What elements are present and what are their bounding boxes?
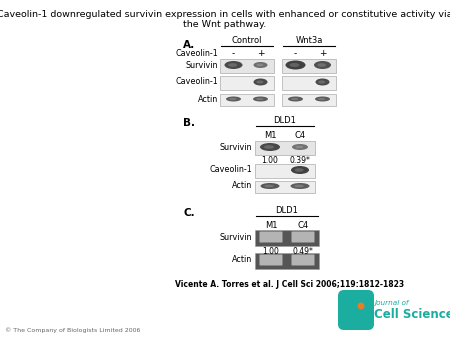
Text: Control: Control — [232, 36, 262, 45]
Ellipse shape — [226, 97, 241, 101]
Ellipse shape — [264, 185, 274, 187]
Text: Caveolin-1: Caveolin-1 — [209, 166, 252, 174]
Ellipse shape — [256, 80, 263, 83]
Ellipse shape — [291, 183, 310, 189]
Ellipse shape — [253, 62, 267, 68]
FancyBboxPatch shape — [292, 255, 315, 266]
Bar — [255, 141, 315, 155]
Ellipse shape — [315, 78, 329, 86]
Ellipse shape — [253, 97, 268, 101]
Ellipse shape — [260, 143, 280, 151]
Ellipse shape — [291, 166, 309, 174]
Text: the Wnt pathway.: the Wnt pathway. — [184, 20, 266, 29]
Ellipse shape — [294, 185, 304, 187]
FancyBboxPatch shape — [260, 232, 283, 242]
FancyBboxPatch shape — [292, 232, 315, 242]
Text: M1: M1 — [264, 130, 276, 140]
Text: Vicente A. Torres et al. J Cell Sci 2006;119:1812-1823: Vicente A. Torres et al. J Cell Sci 2006… — [175, 280, 404, 289]
Ellipse shape — [289, 63, 300, 67]
Bar — [282, 76, 336, 90]
Bar — [282, 94, 336, 106]
Text: -: - — [232, 49, 235, 58]
Ellipse shape — [253, 78, 267, 86]
Bar — [255, 230, 319, 246]
Bar — [255, 253, 319, 269]
Text: Survivin: Survivin — [220, 233, 252, 241]
Text: Caveolin-1 downregulated survivin expression in cells with enhanced or constitut: Caveolin-1 downregulated survivin expres… — [0, 10, 450, 19]
Ellipse shape — [228, 63, 237, 67]
Ellipse shape — [229, 98, 237, 100]
Ellipse shape — [225, 61, 243, 69]
Ellipse shape — [256, 64, 263, 66]
Text: DLD1: DLD1 — [274, 116, 297, 125]
Text: A.: A. — [183, 40, 195, 50]
Text: C4: C4 — [297, 220, 309, 230]
Ellipse shape — [256, 98, 264, 100]
Text: -: - — [294, 49, 297, 58]
Text: C.: C. — [183, 208, 194, 218]
Text: © The Company of Biologists Limited 2006: © The Company of Biologists Limited 2006 — [5, 328, 140, 333]
Ellipse shape — [314, 61, 331, 69]
Text: B.: B. — [183, 118, 195, 128]
Ellipse shape — [264, 145, 274, 149]
Bar — [220, 94, 274, 106]
Text: M1: M1 — [265, 220, 277, 230]
Bar — [255, 164, 315, 178]
Ellipse shape — [357, 303, 364, 310]
Text: 1.00: 1.00 — [262, 247, 279, 256]
Text: Survivin: Survivin — [185, 61, 218, 70]
Ellipse shape — [295, 146, 303, 148]
Text: Actin: Actin — [232, 256, 252, 265]
Text: +: + — [319, 49, 326, 58]
Text: Cell Science: Cell Science — [374, 308, 450, 321]
Text: DLD1: DLD1 — [275, 206, 298, 215]
Bar — [220, 76, 274, 90]
Bar — [282, 59, 336, 73]
Text: Caveolin-1: Caveolin-1 — [175, 49, 218, 58]
Ellipse shape — [295, 168, 304, 172]
Text: 0.39*: 0.39* — [289, 156, 310, 165]
Text: Actin: Actin — [198, 95, 218, 103]
Ellipse shape — [261, 183, 279, 189]
Text: Survivin: Survivin — [220, 143, 252, 151]
Ellipse shape — [288, 97, 303, 101]
Text: Journal of: Journal of — [374, 300, 409, 306]
Text: C4: C4 — [294, 130, 306, 140]
Text: 1.00: 1.00 — [261, 156, 279, 165]
FancyBboxPatch shape — [260, 255, 283, 266]
Bar — [255, 181, 315, 193]
Text: Actin: Actin — [232, 182, 252, 191]
FancyBboxPatch shape — [338, 290, 374, 330]
Ellipse shape — [317, 63, 326, 67]
Ellipse shape — [318, 98, 325, 100]
Bar — [220, 59, 274, 73]
Ellipse shape — [285, 61, 306, 70]
Text: +: + — [257, 49, 264, 58]
Text: 0.49*: 0.49* — [292, 247, 314, 256]
Ellipse shape — [318, 80, 325, 83]
Text: Wnt3a: Wnt3a — [295, 36, 323, 45]
Text: Caveolin-1: Caveolin-1 — [175, 77, 218, 87]
Ellipse shape — [291, 98, 298, 100]
Ellipse shape — [292, 144, 308, 150]
Ellipse shape — [315, 97, 330, 101]
